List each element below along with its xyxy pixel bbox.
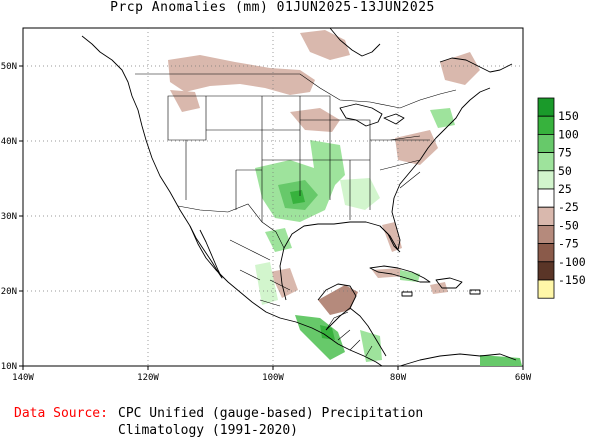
legend-swatch-6 bbox=[537, 206, 555, 226]
yucatan-peninsula bbox=[317, 283, 357, 331]
wet-anomaly-mexico-sw bbox=[255, 262, 278, 305]
hispaniola-island bbox=[435, 277, 463, 289]
florida-peninsula bbox=[379, 225, 401, 253]
legend-swatch-8 bbox=[537, 243, 555, 263]
legend-label-9: -150 bbox=[558, 273, 586, 287]
legend-swatch-3 bbox=[537, 152, 555, 172]
dry-anomaly-mexico-plateau bbox=[270, 268, 298, 298]
legend-swatch-4 bbox=[537, 170, 555, 190]
legend-swatch-5 bbox=[537, 188, 555, 208]
legend-swatch-10 bbox=[537, 279, 555, 299]
great-lakes bbox=[339, 103, 405, 127]
legend-label-5: -25 bbox=[558, 200, 579, 214]
map-title: Prcp Anomalies (mm) 01JUN2025-13JUN2025 bbox=[110, 0, 435, 15]
x-tick-120w: 120W bbox=[137, 373, 159, 383]
legend-label-7: -75 bbox=[558, 237, 579, 251]
legend-swatch-7 bbox=[537, 224, 555, 244]
us-mexico-border bbox=[177, 203, 285, 249]
legend-swatch-9 bbox=[537, 261, 555, 281]
axis-ticks bbox=[19, 65, 524, 370]
hudson-bay-edge bbox=[329, 27, 381, 57]
wet-anomaly-guatemala-peak bbox=[320, 325, 335, 340]
legend-label-4: 25 bbox=[558, 182, 572, 196]
wet-anomaly-colombia bbox=[480, 355, 522, 366]
climatology-text: Climatology (1991-2020) bbox=[118, 423, 299, 438]
state-lines bbox=[167, 95, 430, 222]
wet-anomaly-northeast bbox=[430, 108, 455, 128]
legend-label-8: -100 bbox=[558, 255, 586, 269]
gulf-atlantic-coastline bbox=[279, 87, 491, 301]
y-tick-20n: 20N bbox=[1, 287, 17, 297]
legend-swatch-0 bbox=[537, 97, 555, 117]
legend-label-0: 150 bbox=[558, 109, 579, 123]
canada-east-coast bbox=[439, 57, 513, 73]
coastlines bbox=[81, 27, 517, 367]
wet-anomaly-mississippi bbox=[310, 140, 345, 190]
legend-label-2: 75 bbox=[558, 146, 572, 160]
graticule bbox=[23, 28, 523, 366]
puerto-rico-island bbox=[469, 289, 481, 295]
x-tick-100w: 100W bbox=[262, 373, 284, 383]
south-america-coast bbox=[399, 353, 517, 367]
y-tick-40n: 40N bbox=[1, 137, 17, 147]
us-canada-border bbox=[135, 73, 457, 109]
x-tick-60w: 60W bbox=[515, 373, 532, 383]
wet-anomaly-panama bbox=[360, 330, 382, 362]
x-tick-80w: 80W bbox=[390, 373, 407, 383]
dry-anomaly-northern-plains bbox=[168, 55, 315, 95]
y-tick-30n: 30N bbox=[1, 212, 17, 222]
legend-label-6: -50 bbox=[558, 218, 579, 232]
baja-california bbox=[189, 225, 223, 279]
dry-anomaly-yucatan bbox=[318, 285, 358, 315]
mexico-state-lines bbox=[229, 239, 291, 307]
central-america-borders bbox=[325, 311, 373, 357]
dry-anomaly-canada-east bbox=[440, 52, 480, 85]
x-tick-140w: 140W bbox=[12, 373, 34, 383]
data-source-label: Data Source: bbox=[14, 406, 108, 421]
pacific-coastline bbox=[81, 35, 383, 367]
dry-anomaly-midatlantic bbox=[395, 130, 438, 165]
legend-label-3: 50 bbox=[558, 164, 572, 178]
political-borders bbox=[135, 73, 457, 357]
y-tick-50n: 50N bbox=[1, 62, 17, 72]
legend-swatch-1 bbox=[537, 115, 555, 135]
cuba-island bbox=[369, 265, 431, 283]
data-source-text: CPC Unified (gauge-based) Precipitation bbox=[118, 406, 424, 421]
jamaica-island bbox=[401, 291, 413, 297]
legend-label-1: 100 bbox=[558, 127, 579, 141]
dry-anomaly-pacific-nw bbox=[170, 90, 200, 112]
wet-anomaly-texas-peak bbox=[290, 190, 305, 204]
legend-swatch-2 bbox=[537, 133, 555, 153]
color-legend: 150 100 75 50 25 -25 -50 -75 -100 -150 bbox=[537, 97, 586, 299]
y-tick-10n: 10N bbox=[1, 362, 17, 372]
central-america-coast bbox=[349, 307, 387, 357]
